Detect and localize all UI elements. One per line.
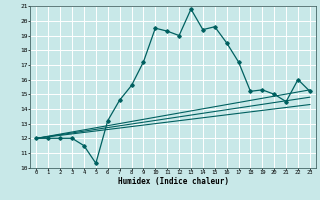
- X-axis label: Humidex (Indice chaleur): Humidex (Indice chaleur): [118, 177, 228, 186]
